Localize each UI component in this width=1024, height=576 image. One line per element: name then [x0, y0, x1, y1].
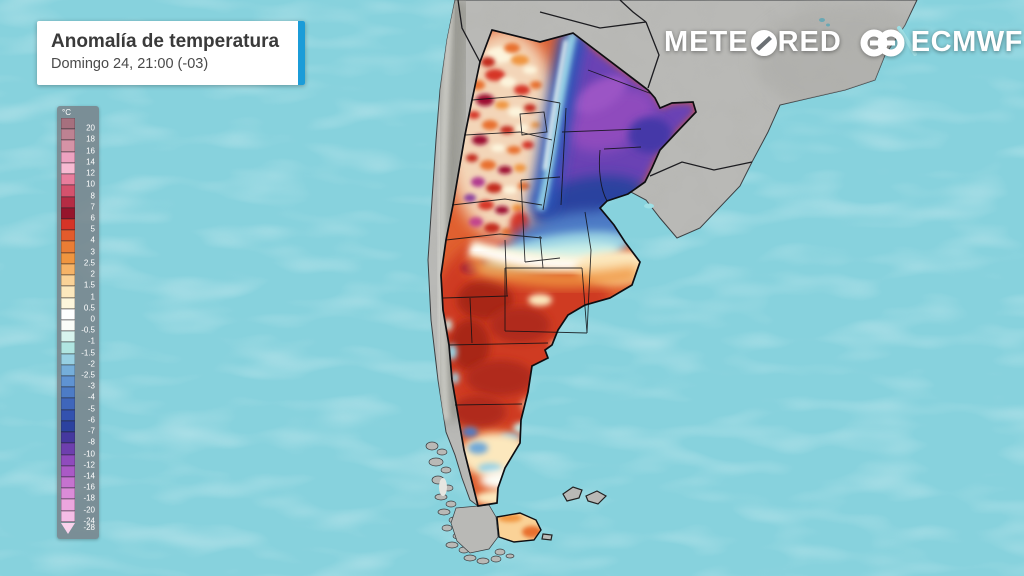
title-card: Anomalía de temperatura Domingo 24, 21:0…: [37, 21, 305, 85]
meteored-logo: METE RED: [664, 26, 842, 59]
ecmwf-rings-icon: [860, 29, 905, 56]
legend-cell: -2: [61, 353, 96, 368]
legend-cell: 16: [61, 140, 96, 155]
legend-cell: -5: [61, 398, 96, 413]
legend-cell: 1: [61, 286, 96, 301]
legend-cell: -4: [61, 387, 96, 402]
meteored-o-icon: [750, 29, 777, 56]
map-datetime: Domingo 24, 21:00 (-03): [51, 56, 209, 72]
legend-bar: 20 18 16 14 12 10 8 7 6 5 4 3 2.5 2 1.5 1 0.5 0 -0.5 -1 -1.5…: [61, 118, 96, 525]
country-borders: [457, 0, 753, 177]
legend-cell: -2.5: [61, 364, 96, 379]
andes-shading: [435, 0, 471, 421]
legend-cell: 4: [61, 230, 96, 245]
legend-cell: 0.5: [61, 297, 96, 312]
malvinas-islands: [541, 486, 607, 541]
legend-cell: -10: [61, 443, 96, 458]
legend-tip-label: -28: [83, 522, 95, 532]
legend-cell: 8: [61, 185, 96, 200]
legend-cell: 2.5: [61, 252, 96, 267]
legend-cell: 20: [61, 118, 96, 132]
legend-cell: -6: [61, 409, 96, 424]
legend-cell: -12: [61, 454, 96, 469]
legend-cell: -3: [61, 376, 96, 390]
chile-archipelago: [425, 441, 515, 565]
legend-cell: -0.5: [61, 319, 96, 334]
meteored-wordmark-pre: METE: [664, 26, 749, 58]
legend-cell: 1.5: [61, 275, 96, 289]
legend-arrow: [61, 522, 75, 534]
legend-cell: -1: [61, 331, 96, 345]
legend-cell: -18: [61, 488, 96, 503]
legend-cell: -1.5: [61, 342, 96, 357]
ecmwf-logo: ECMWF: [860, 26, 1023, 59]
lagoa-dos-patos: [897, 26, 917, 56]
legend-cell: 3: [61, 241, 96, 256]
legend-cell: 14: [61, 151, 96, 166]
legend-cell: -24: [61, 510, 96, 525]
isla-de-los-estados: [541, 533, 553, 541]
legend-cell: 5: [61, 218, 96, 233]
province-borders: [442, 69, 653, 406]
legend-cell: 12: [61, 162, 96, 177]
legend-cell: -8: [61, 432, 96, 446]
branding: METE RED ECMWF: [664, 26, 1023, 59]
legend-cell: 2: [61, 263, 96, 278]
patagonian-icefield: [439, 478, 447, 496]
legend-unit: °C: [62, 108, 71, 117]
tierra-del-fuego-chile: [450, 504, 499, 554]
legend-cell: 10: [61, 174, 96, 188]
legend-cell: -16: [61, 477, 96, 491]
legend-cell: 0: [61, 308, 96, 323]
card-accent-stripe: [298, 21, 305, 85]
legend-cell: 6: [61, 207, 96, 222]
legend-arrow-tip: -28: [61, 522, 96, 536]
legend-cell: -7: [61, 420, 96, 435]
temperature-legend: °C 20 18 16 14 12 10 8 7 6 5 4 3 2.5 2 1.5 1 0.5 0 -0.5 -1-…: [57, 106, 99, 539]
map-title: Anomalía de temperatura: [51, 31, 280, 52]
meteored-wordmark-post: RED: [777, 26, 842, 58]
ecmwf-wordmark: ECMWF: [910, 26, 1023, 58]
legend-cell: -20: [61, 499, 96, 514]
legend-cell: 7: [61, 196, 96, 211]
legend-cell: -14: [61, 465, 96, 480]
lakes: [644, 18, 917, 209]
legend-cell: 18: [61, 129, 96, 144]
